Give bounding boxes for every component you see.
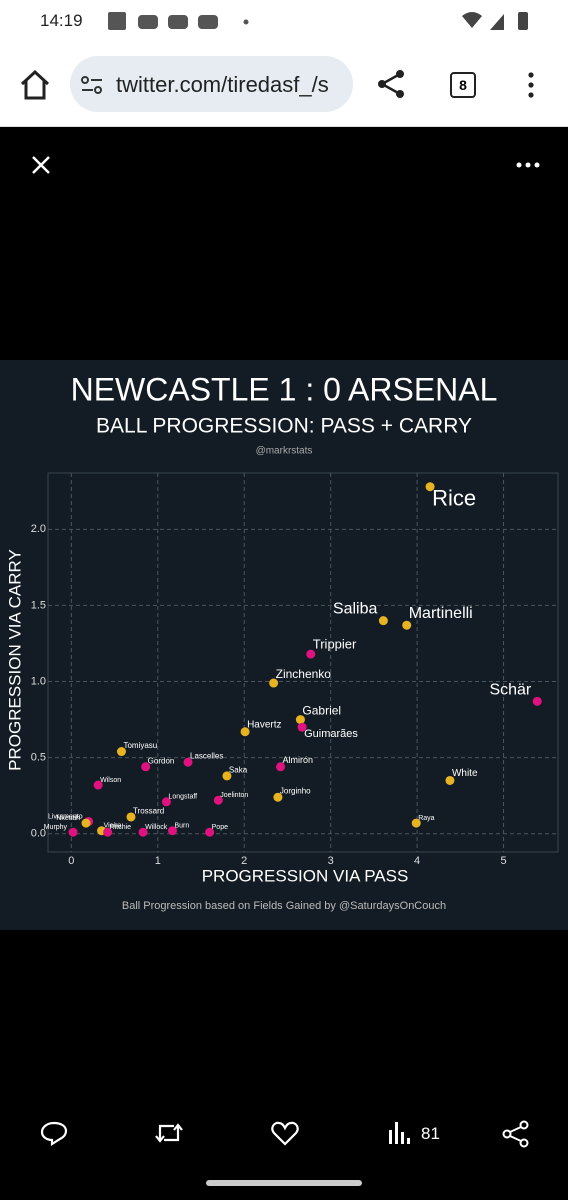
- notification-icons: [108, 12, 249, 30]
- y-tick-label: 1.5: [31, 599, 46, 611]
- point-label: Schär: [489, 681, 531, 698]
- point-label: Rice: [432, 486, 476, 511]
- y-tick-label: 2.0: [31, 523, 46, 535]
- point-label: Jorginho: [280, 787, 311, 796]
- y-tick-label: 1.0: [31, 675, 46, 687]
- point-label: Raya: [418, 815, 434, 822]
- point: [425, 482, 435, 492]
- point: [402, 620, 412, 630]
- x-tick-label: 5: [500, 855, 506, 867]
- point: [273, 792, 283, 802]
- point: [295, 715, 305, 725]
- point: [306, 649, 316, 659]
- point-label: Saka: [229, 765, 248, 774]
- plot-frame: [47, 472, 559, 853]
- views-count: 81: [421, 1124, 440, 1143]
- point: [269, 678, 279, 688]
- footnote: Ball Progression based on Fields Gained …: [122, 900, 446, 912]
- system-icons: [462, 12, 528, 30]
- point: [445, 775, 455, 785]
- point-label: Murphy: [44, 824, 68, 831]
- point-label: Trippier: [313, 636, 357, 651]
- point-label: Nketiah: [56, 815, 80, 822]
- point-label: Livramento: [48, 814, 83, 821]
- x-tick-label: 3: [328, 855, 334, 867]
- more-button[interactable]: [516, 160, 540, 170]
- gesture-bar: [206, 1180, 362, 1186]
- point-label: Zinchenko: [276, 667, 332, 681]
- point-label: Longstaff: [168, 794, 197, 801]
- point-label: Gordon: [148, 756, 175, 765]
- share-tweet-button[interactable]: [502, 1120, 530, 1148]
- tweet-actions: 81: [0, 1100, 568, 1164]
- point-label: Martinelli: [409, 605, 473, 622]
- y-tick-label: 0.5: [31, 752, 46, 764]
- url-field[interactable]: twitter.com/tiredasf_/s: [70, 56, 353, 112]
- point-label: Pope: [212, 824, 228, 831]
- home-button[interactable]: [18, 68, 52, 102]
- reply-button[interactable]: [40, 1120, 68, 1146]
- point-label: Almirón: [283, 755, 314, 765]
- point-label: Wilson: [100, 777, 121, 784]
- point: [103, 827, 113, 837]
- point: [297, 722, 307, 732]
- menu-button[interactable]: [526, 70, 536, 100]
- point: [126, 812, 136, 822]
- point: [116, 747, 126, 757]
- chart-title: NEWCASTLE 1 : 0 ARSENAL: [71, 371, 498, 407]
- point-label: Willock: [145, 824, 168, 831]
- point: [81, 818, 91, 828]
- chart-background: [0, 360, 568, 930]
- address-bar: twitter.com/tiredasf_/s 8: [0, 40, 568, 127]
- point: [532, 696, 542, 706]
- point: [276, 762, 286, 772]
- url: twitter.com/tiredasf_/s: [116, 72, 329, 97]
- tab-switcher[interactable]: 8: [450, 72, 476, 98]
- chart: NEWCASTLE 1 : 0 ARSENAL BALL PROGRESSION…: [0, 360, 568, 930]
- point-label: Trossard: [133, 807, 164, 816]
- point-label: Ritchie: [110, 824, 132, 831]
- point: [138, 827, 148, 837]
- point-label: Saliba: [333, 601, 378, 618]
- x-tick-label: 2: [241, 855, 247, 867]
- y-axis-label: PROGRESSION VIA CARRY: [5, 549, 24, 771]
- point-label: White: [452, 768, 478, 779]
- x-tick-label: 1: [155, 855, 161, 867]
- views-icon[interactable]: [388, 1120, 412, 1146]
- point: [161, 797, 171, 807]
- retweet-button[interactable]: [154, 1120, 184, 1146]
- y-tick-label: 0.0: [31, 828, 46, 840]
- point-label: Lascelles: [190, 752, 223, 761]
- clock: 14:19: [40, 11, 83, 30]
- chart-subtitle: BALL PROGRESSION: PASS + CARRY: [96, 415, 472, 438]
- point-label: Vieira: [104, 823, 122, 830]
- point: [183, 757, 193, 767]
- x-tick-label: 0: [68, 855, 74, 867]
- point: [167, 826, 177, 836]
- chart-credit: @markrstats: [256, 446, 313, 457]
- point-label: Gabriel: [302, 703, 341, 717]
- x-tick-label: 4: [414, 855, 420, 867]
- point: [378, 616, 388, 626]
- point-label: Guimarães: [304, 728, 358, 740]
- point-label: Joelinton: [220, 792, 248, 799]
- point-label: Havertz: [247, 719, 281, 730]
- point-label: Burn: [174, 823, 189, 830]
- point: [411, 818, 421, 828]
- point: [93, 780, 103, 790]
- like-button[interactable]: [270, 1120, 300, 1146]
- point-label: Tomiyasu: [123, 741, 157, 750]
- status-bar: 14:19: [0, 0, 568, 40]
- point: [240, 727, 250, 737]
- point: [68, 827, 78, 837]
- close-button[interactable]: [30, 154, 52, 176]
- point: [222, 771, 232, 781]
- share-button[interactable]: [376, 68, 408, 100]
- point: [141, 762, 151, 772]
- x-axis-label: PROGRESSION VIA PASS: [202, 866, 409, 885]
- site-info-icon: [81, 76, 102, 94]
- point: [213, 795, 223, 805]
- point: [205, 827, 215, 837]
